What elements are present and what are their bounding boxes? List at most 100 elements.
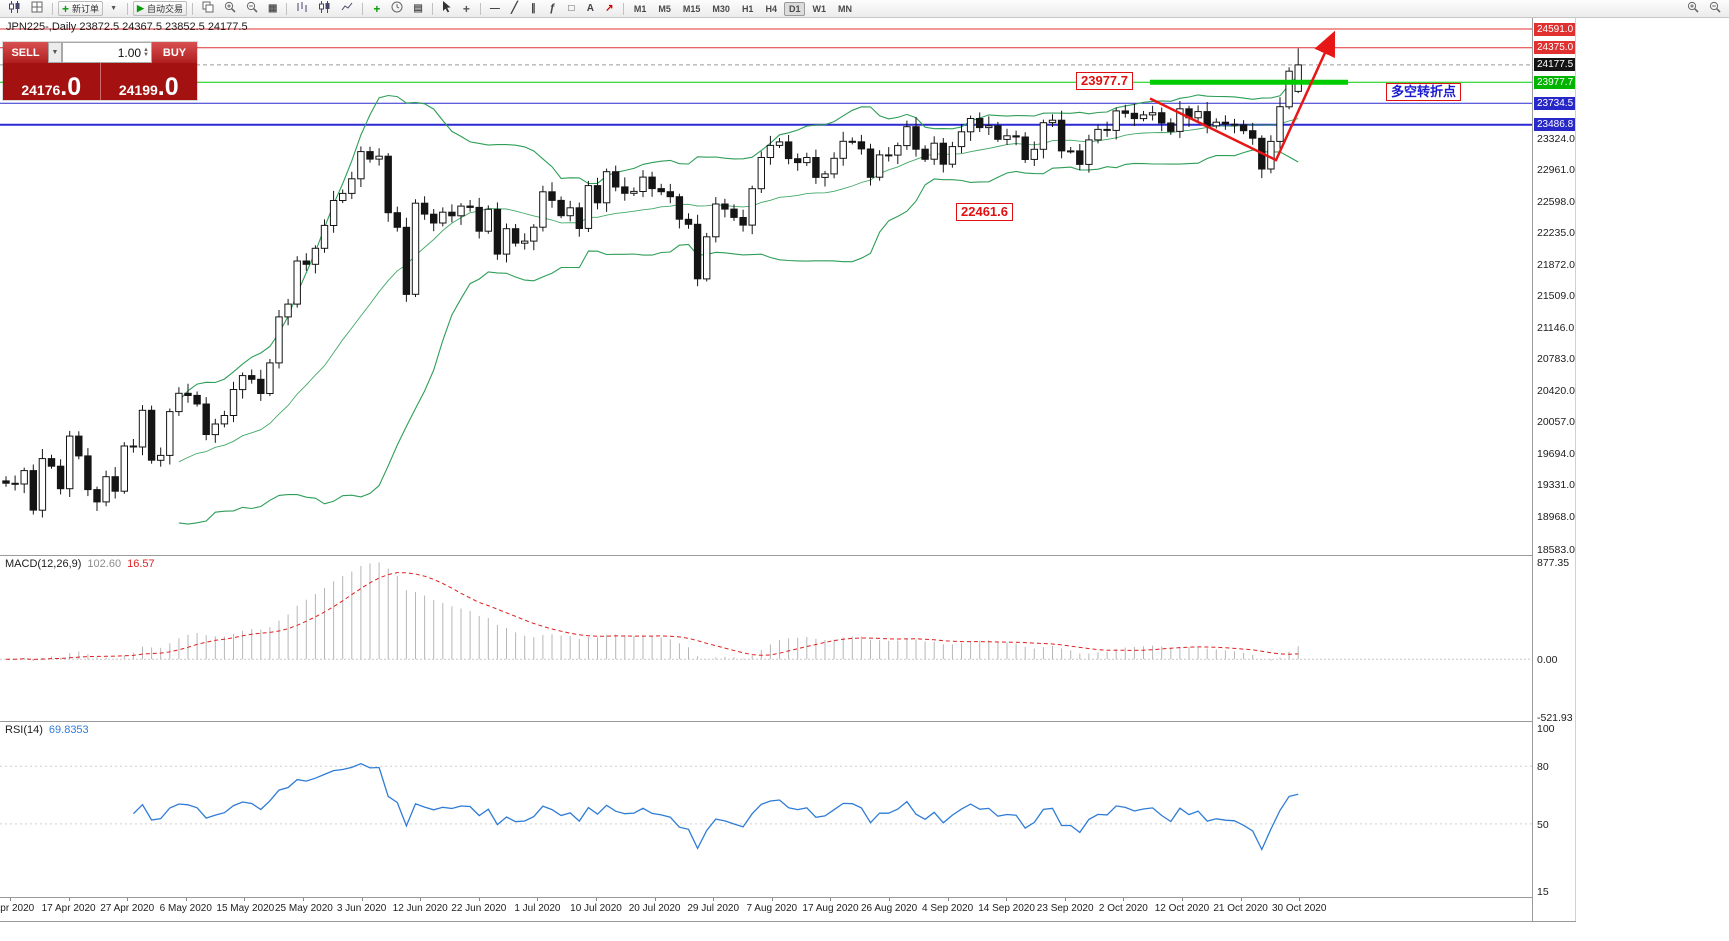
- date-tick: [713, 898, 715, 901]
- date-label: 17 Aug 2020: [802, 903, 859, 914]
- price-axis[interactable]: 23324.0 22961.0 22598.0 22235.0 21872.0 21509…: [1532, 18, 1575, 921]
- tile-icon: [31, 1, 43, 17]
- price-tick-label: 18583.0: [1537, 544, 1575, 557]
- timeframe-m1[interactable]: M1: [633, 3, 647, 14]
- plus-green-icon: +: [373, 1, 381, 16]
- toolbar-separator: [52, 2, 53, 15]
- volume-down-icon[interactable]: ▼: [143, 51, 149, 58]
- channel-button[interactable]: ∥: [525, 1, 542, 16]
- indicators-button[interactable]: +: [368, 1, 385, 16]
- clock-icon: [391, 1, 403, 17]
- fibonacci-button[interactable]: ƒ: [544, 1, 561, 16]
- rsi-axis-label: 80: [1537, 761, 1549, 774]
- tline-icon: ╱: [511, 2, 518, 14]
- buy-button[interactable]: BUY: [152, 42, 197, 63]
- date-label: 27 Apr 2020: [100, 903, 155, 914]
- price-level-chip: 24591.0: [1534, 22, 1575, 36]
- date-tick: [478, 898, 480, 901]
- chart-windows-button[interactable]: [27, 1, 47, 16]
- cursor-button[interactable]: [438, 0, 456, 17]
- cursor-icon: [442, 0, 452, 17]
- grid-toggle-button[interactable]: ▦: [264, 1, 281, 16]
- zoom-out-button[interactable]: [242, 1, 262, 16]
- tile-windows-button[interactable]: [198, 1, 218, 16]
- search-button[interactable]: [1705, 1, 1725, 16]
- crosshair-button[interactable]: +: [458, 1, 475, 16]
- date-tick: [771, 898, 773, 901]
- auto-trading-button[interactable]: ▶ 自动交易: [133, 1, 187, 16]
- channel-icon: ∥: [530, 2, 536, 14]
- templates-button[interactable]: ▤: [409, 1, 426, 16]
- rsi-pane[interactable]: RSI(14) 69.8353: [0, 722, 1532, 897]
- date-label: 6 May 2020: [159, 903, 212, 914]
- pane-separator[interactable]: [0, 721, 1575, 722]
- trendline-button[interactable]: ╱: [506, 1, 523, 16]
- ask-price[interactable]: 24199.0: [101, 63, 198, 100]
- price-tick-label: 20783.0: [1537, 353, 1575, 366]
- horizontal-line-button[interactable]: —: [486, 1, 504, 16]
- timeframe-h1[interactable]: H1: [741, 3, 754, 14]
- date-tick: [127, 898, 129, 901]
- zoom-tool-button[interactable]: [1683, 1, 1703, 16]
- volume-input[interactable]: 1.00 ▲ ▼: [62, 42, 152, 63]
- play-green-icon: ▶: [137, 3, 144, 13]
- volume-spinner[interactable]: ▲ ▼: [143, 46, 149, 58]
- candlestick-chart: [0, 18, 1532, 560]
- timeframe-m5[interactable]: M5: [658, 3, 671, 14]
- toolbar-separator: [479, 2, 481, 15]
- date-tick: [1006, 898, 1008, 901]
- date-tick: [1240, 898, 1242, 901]
- timeframe-m15[interactable]: M15: [682, 3, 701, 14]
- oct-menu-dropdown-icon[interactable]: ▼: [48, 42, 62, 63]
- timeframe-mn[interactable]: MN: [837, 3, 852, 14]
- macd-pane[interactable]: MACD(12,26,9) 102.60 16.57: [0, 556, 1532, 721]
- date-label: 22 Jun 2020: [451, 903, 507, 914]
- shapes-button[interactable]: □: [563, 1, 580, 16]
- date-tick: [889, 898, 890, 901]
- chart-title-ohlc: JPN225-,Daily 23872.5 24367.5 23852.5 24…: [6, 21, 248, 33]
- price-level-label[interactable]: 23977.7: [1076, 72, 1133, 91]
- chart-window[interactable]: JPN225-,Daily 23872.5 24367.5 23852.5 24…: [0, 18, 1576, 922]
- date-label: 12 Oct 2020: [1154, 903, 1210, 914]
- new-chart-button[interactable]: [4, 0, 25, 17]
- magminus-icon: [246, 1, 258, 17]
- dropdown-icon: ▼: [110, 5, 117, 12]
- zoom-in-button[interactable]: [220, 1, 240, 16]
- date-label: 4 Sep 2020: [922, 903, 974, 914]
- arrows-button[interactable]: ↗: [601, 1, 618, 16]
- text-label-button[interactable]: A: [582, 1, 599, 16]
- pane-separator[interactable]: [0, 897, 1575, 898]
- date-tick: [1064, 898, 1066, 901]
- pane-separator[interactable]: [0, 555, 1575, 556]
- timeframe-h4[interactable]: H4: [765, 3, 777, 14]
- date-label: 26 Aug 2020: [861, 903, 918, 914]
- timeframe-m30[interactable]: M30: [712, 3, 730, 14]
- toolbar-separator: [622, 2, 624, 15]
- timeframe-w1[interactable]: W1: [812, 3, 826, 14]
- date-axis[interactable]: 8 Apr 2020 17 Apr 2020 27 Apr 2020 6 May 20…: [0, 898, 1532, 921]
- line-chart-button[interactable]: [337, 1, 357, 16]
- new-order-button[interactable]: + 新订单: [58, 1, 104, 16]
- new-order-dropdown[interactable]: ▼: [105, 1, 122, 16]
- toolbar-separator: [362, 2, 364, 15]
- main-toolbar: + 新订单 ▼ ▶ 自动交易 ▦ + ▤ + — ╱ ∥ ƒ □ A ↗ M1 M5 M15 M30 H1 H4 D1 W1 M…: [0, 0, 1729, 18]
- bid-price[interactable]: 24176.0: [3, 63, 100, 100]
- ask-big-digits: .0: [157, 73, 179, 101]
- bar-chart-button[interactable]: [292, 1, 312, 16]
- periods-button[interactable]: [387, 1, 407, 16]
- date-label: 21 Oct 2020: [1213, 903, 1268, 914]
- date-tick: [361, 898, 363, 901]
- price-pane[interactable]: JPN225-,Daily 23872.5 24367.5 23852.5 24…: [0, 18, 1532, 555]
- candlestick-chart-button[interactable]: [314, 0, 335, 16]
- rsi-value: 69.8353: [48, 724, 89, 736]
- timeframe-d1[interactable]: D1: [783, 1, 806, 16]
- turning-point-label[interactable]: 多空转折点: [1386, 82, 1462, 101]
- support-price-label[interactable]: 22461.6: [956, 203, 1013, 222]
- chart-right-edge: [1575, 18, 1576, 922]
- rsi-axis-label: 15: [1537, 886, 1549, 899]
- texta-icon: A: [586, 2, 594, 14]
- candle-icon: [8, 0, 21, 17]
- sell-button[interactable]: SELL: [3, 42, 48, 63]
- volume-up-icon[interactable]: ▲: [143, 46, 149, 53]
- one-click-trading-panel[interactable]: SELL ▼ 1.00 ▲ ▼ BUY 24176.0 24199.0: [3, 42, 197, 100]
